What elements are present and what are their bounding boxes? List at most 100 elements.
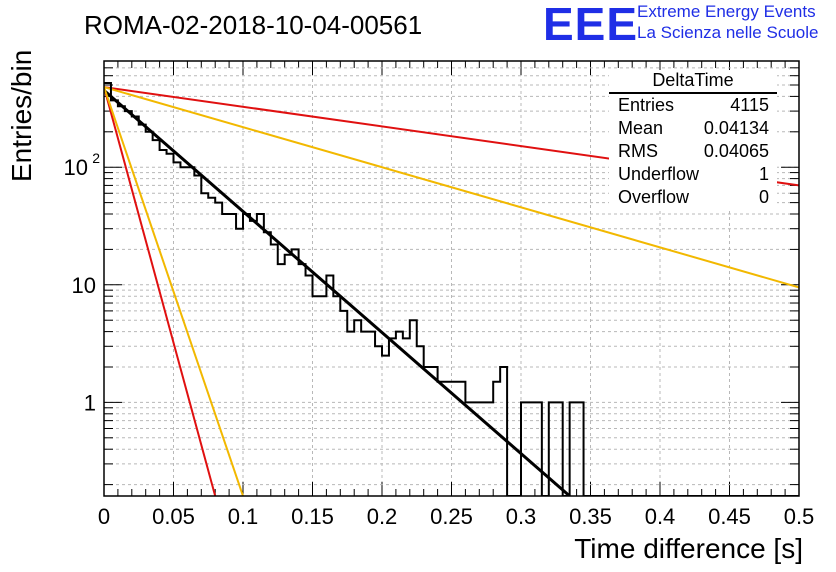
histogram-bin (333, 296, 340, 496)
plot-frame (103, 60, 800, 497)
stats-value: 0 (758, 187, 769, 207)
histogram-bin (299, 264, 306, 496)
histogram-bin (160, 150, 167, 496)
stats-title: DeltaTime (609, 70, 777, 94)
histogram-bin (570, 402, 577, 496)
histogram-bin (257, 214, 264, 496)
histogram-bin (243, 214, 250, 496)
histogram-bin (368, 332, 375, 496)
histogram-bin (319, 296, 326, 496)
logo-subtitle-2: La Scienza nelle Scuole (637, 23, 819, 42)
histogram-bin (174, 162, 181, 496)
histogram-bin (493, 382, 500, 496)
histogram-bin (486, 402, 493, 496)
histogram-bin (201, 193, 208, 496)
eee-logo: EEE (543, 0, 639, 50)
stats-row-overflow: Overflow 0 (609, 186, 777, 209)
x-axis-label: Time difference [s] (574, 533, 803, 564)
histogram-bin (167, 154, 174, 496)
histogram-bin (472, 402, 479, 496)
histogram-bin (292, 249, 299, 496)
y-tick-exponent: 2 (92, 150, 100, 166)
histogram-bin (125, 111, 132, 496)
histogram-bin (271, 245, 278, 496)
histogram-bin (417, 346, 424, 496)
histogram-bin (306, 275, 313, 496)
histogram-bin (445, 382, 452, 496)
stats-value: 0.04065 (703, 141, 769, 161)
histogram-bin (535, 402, 542, 496)
histogram-bin (354, 320, 361, 496)
histogram-bin (424, 367, 431, 496)
x-tick-label: 0.25 (430, 504, 473, 529)
histogram-bin (236, 229, 243, 496)
histogram-bin (111, 100, 118, 496)
y-axis-label: Entries/bin (6, 49, 37, 182)
stats-label: Entries (618, 95, 675, 115)
histogram-bin (549, 402, 556, 496)
histogram-bin (528, 402, 535, 496)
stats-label: Overflow (618, 187, 690, 207)
histogram-bin (104, 83, 111, 496)
y-tick-label: 1 (84, 390, 96, 415)
stats-row-rms: RMS 0.04065 (609, 140, 777, 163)
histogram-bin (577, 402, 584, 496)
histogram-bin (278, 264, 285, 496)
x-tick-label: 0.3 (506, 504, 537, 529)
histogram-bin (479, 402, 486, 496)
x-tick-label: 0.15 (291, 504, 334, 529)
histogram-bin (389, 338, 396, 496)
x-tick-label: 0.35 (569, 504, 612, 529)
histogram-bin (250, 221, 257, 496)
histogram-bin (208, 198, 215, 496)
histogram-bin (180, 167, 187, 496)
stats-label: RMS (618, 141, 658, 161)
histogram-bin (340, 311, 347, 496)
histogram-bin (326, 275, 333, 496)
histogram-bin (382, 356, 389, 496)
stats-label: Underflow (618, 164, 700, 184)
histogram-bin (375, 346, 382, 496)
histogram-bin (403, 338, 410, 496)
histogram-bin (500, 367, 507, 496)
x-tick-label: 0.05 (152, 504, 195, 529)
stats-value: 0.04134 (703, 118, 769, 138)
fit-line-lower-slow (104, 86, 799, 289)
histogram-outline (104, 82, 799, 496)
y-tick-label: 10 (72, 273, 96, 298)
histogram-bin (285, 255, 292, 496)
histogram-bin (118, 106, 125, 496)
x-tick-label: 0.4 (645, 504, 676, 529)
histogram-bin (132, 116, 139, 496)
histogram-bin (215, 203, 222, 496)
histogram-bin (153, 140, 160, 496)
fit-line-fit (104, 89, 571, 496)
logo-subtitle-1: Extreme Energy Events (637, 2, 816, 21)
chart-title: ROMA-02-2018-10-04-00561 (84, 10, 423, 40)
histogram-bin (194, 176, 201, 496)
stats-label: Mean (618, 118, 664, 138)
histogram-bin (139, 125, 146, 496)
histogram-bin (452, 382, 459, 496)
stats-row-mean: Mean 0.04134 (609, 117, 777, 140)
histogram-bin (438, 382, 445, 496)
fit-line-upper-fast (104, 86, 217, 496)
histogram-bin (465, 402, 472, 496)
histogram-bin (458, 382, 465, 496)
x-tick-label: 0.45 (708, 504, 751, 529)
histogram-bin (410, 320, 417, 496)
y-tick-label: 10 (64, 155, 88, 180)
histogram-bin (431, 367, 438, 496)
histogram-bin (396, 332, 403, 496)
x-tick-label: 0.2 (367, 504, 398, 529)
histogram-bin (229, 214, 236, 496)
histogram-bin (187, 167, 194, 496)
histogram-bin (521, 402, 528, 496)
x-tick-label: 0 (98, 504, 110, 529)
histogram-bin (146, 132, 153, 496)
histogram-bin (361, 332, 368, 496)
histogram-bin (264, 232, 271, 496)
stats-value: 1 (758, 164, 769, 184)
stats-row-entries: Entries 4115 (609, 94, 777, 117)
